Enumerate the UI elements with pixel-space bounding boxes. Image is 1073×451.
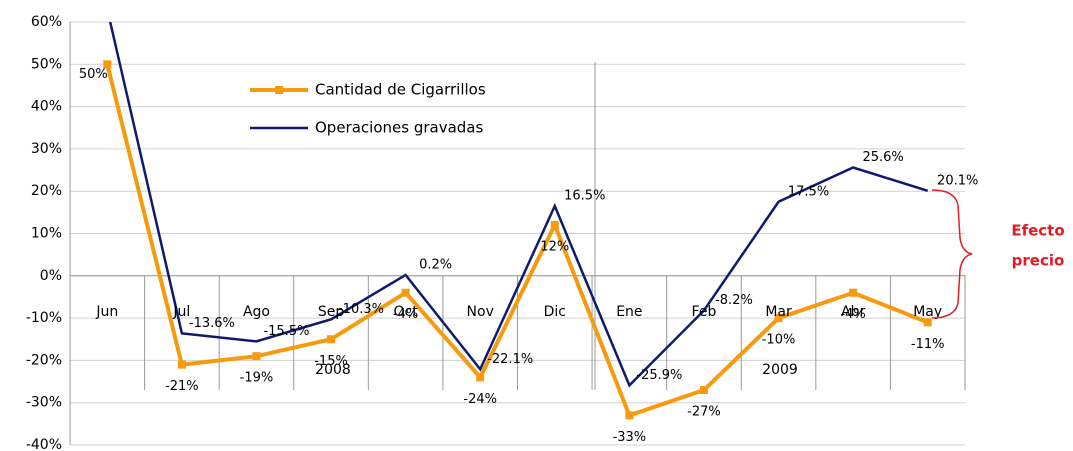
y-tick-label: 40% [31,99,62,115]
data-label: -27% [687,405,721,420]
data-label: 16.5% [564,189,605,204]
x-tick-label: Oct [394,304,419,320]
series-line [105,63,929,418]
grid [70,21,966,446]
point-marker [252,352,261,361]
x-tick-label: Jul [172,304,190,320]
point-marker [774,314,783,323]
data-label: -21% [165,379,199,394]
y-tick-label: 30% [31,141,62,157]
x-tick-label: Abr [841,304,865,320]
point-marker [625,411,634,420]
data-label: -15.5% [263,324,309,339]
x-tick-label: Mar [765,304,792,320]
legend-marker [275,86,283,94]
x-tick-label: Sep [318,304,345,320]
y-tick-label: 60% [31,14,62,30]
data-label: 50% [79,67,108,82]
y-tick-label: -30% [26,395,62,411]
y-tick-label: 20% [31,183,62,199]
year-label: 2009 [762,362,798,378]
series-line [108,22,929,388]
x-tick-label: May [913,304,942,320]
point-marker [103,60,112,69]
data-label: 17.5% [788,184,829,199]
data-label: -33% [613,430,647,445]
point-marker [699,386,708,395]
y-tick-label: 10% [31,226,62,242]
data-label: -25.9% [636,368,682,383]
data-label: -22.1% [487,352,533,367]
point-marker [177,360,186,369]
point-marker [550,221,559,230]
point-marker [327,335,336,344]
y-tick-label: -20% [26,352,62,368]
data-label: -11% [911,337,945,352]
data-label: -10.3% [338,302,384,317]
x-tick-label: Nov [467,304,494,320]
point-marker [923,318,932,327]
data-label: -15% [314,354,348,369]
x-tick-label: Feb [692,304,717,320]
data-label: -4% [393,307,418,322]
data-label: -4% [840,307,865,322]
data-label: 20.1% [937,173,978,188]
point-marker [849,288,858,297]
point-marker [476,373,485,382]
annotation: precio [1012,252,1065,270]
plot [103,22,932,420]
labels: -40% -30% -20% -10% 0% 10% 20% 30% 40% 50% 60% Jun J… [26,14,979,451]
x-tick-label: Ene [616,304,642,320]
data-label: 25.6% [862,150,903,165]
y-tick-label: -40% [26,437,62,451]
y-tick-label: -10% [26,310,62,326]
data-label: -10% [762,333,796,348]
data-label: -19% [240,371,274,386]
annotation-brace [931,189,973,319]
point-marker [401,288,410,297]
year-label: 2008 [315,362,351,378]
data-label: 0.2% [419,257,452,272]
x-tick-label: Ago [243,304,270,320]
data-label: -24% [463,392,497,407]
y-tick-label: 50% [31,56,62,72]
annotation: Efecto [1011,222,1064,240]
data-label: 12% [540,240,569,255]
legend-label: Operaciones gravadas [315,119,483,137]
x-tick-label: Dic [544,304,566,320]
x-tick-label: Jun [95,304,118,320]
y-tick-label: 0% [40,268,62,284]
data-label: -13.6% [189,316,235,331]
data-label: -8.2% [715,293,753,308]
legend-label: Cantidad de Cigarrillos [315,81,486,99]
